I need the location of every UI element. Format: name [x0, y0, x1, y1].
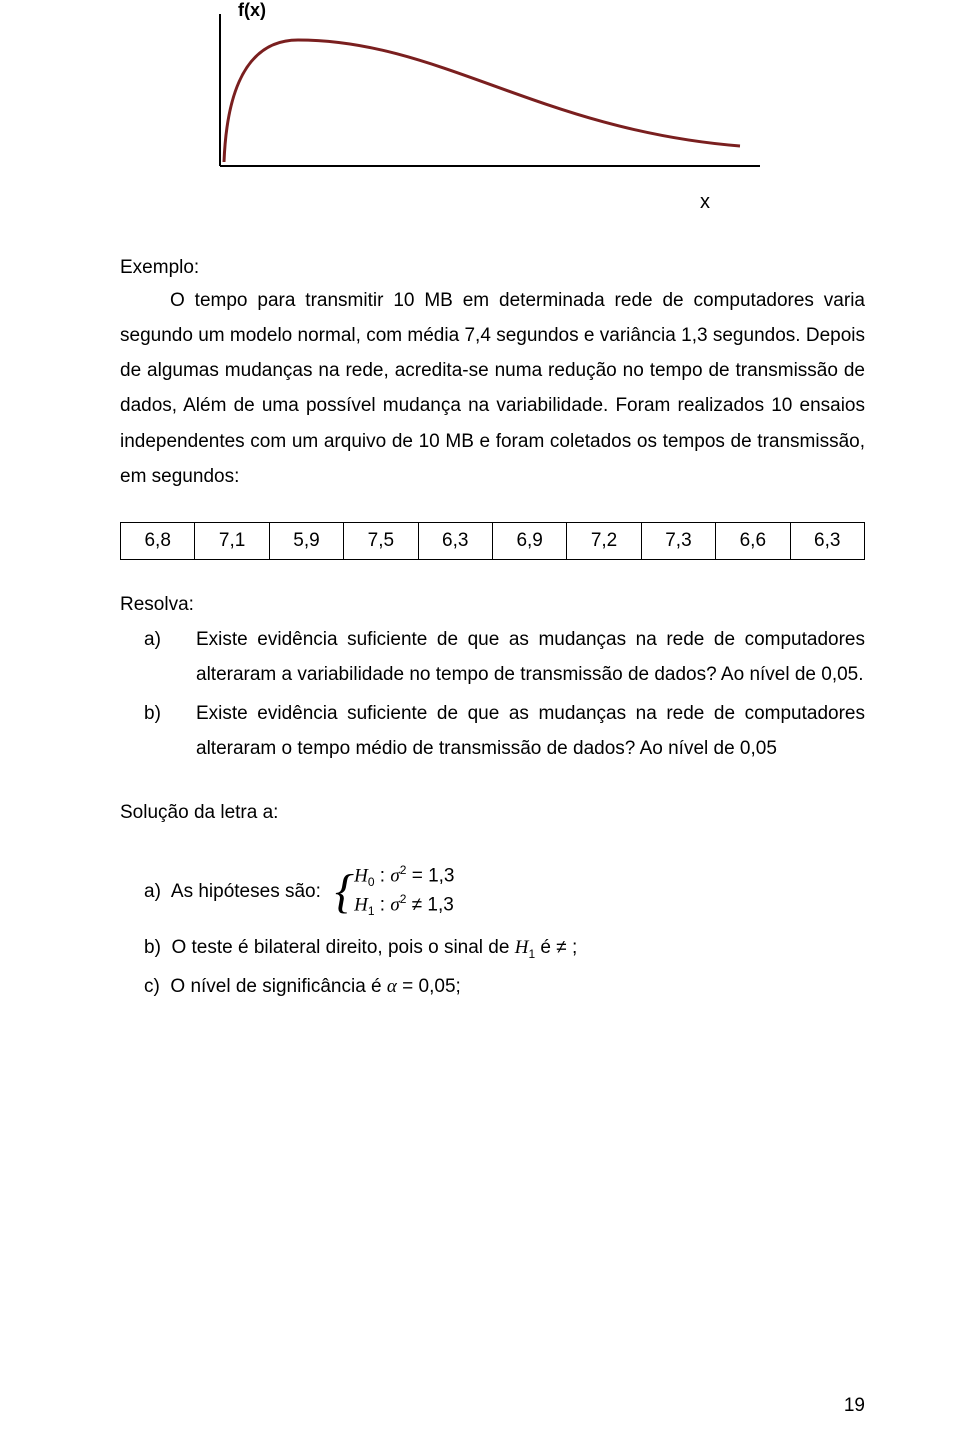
step-b-marker: b) [144, 937, 161, 958]
table-cell: 7,2 [567, 522, 641, 559]
brace-icon: { [335, 870, 354, 913]
step-b-H: H [515, 937, 529, 958]
svg-text:x: x [700, 191, 710, 213]
question-list: a)Existe evidência suficiente de que as … [120, 622, 865, 767]
h0-sigma: σ [390, 866, 399, 887]
h0-sub: 0 [368, 876, 375, 890]
table-cell: 6,8 [121, 522, 195, 559]
step-b: b) O teste é bilateral direito, pois o s… [120, 930, 865, 965]
h1-colon: : [375, 895, 391, 916]
h1-sub: 1 [368, 904, 375, 918]
page-number: 19 [844, 1395, 865, 1417]
step-a: a) As hipóteses são: { H0 : σ2 = 1,3 H1 … [120, 862, 865, 920]
h1-H: H [354, 895, 368, 916]
step-c-eq: = 0,05 [397, 976, 456, 997]
h0-colon: : [375, 866, 391, 887]
chart-svg: f(x) x [180, 0, 780, 228]
step-a-text: As hipóteses são: [171, 874, 321, 909]
table-row: 6,87,15,97,56,36,97,27,36,66,3 [121, 522, 865, 559]
step-b-text-pre: O teste é bilateral direito, pois o sina… [171, 937, 514, 958]
table-cell: 7,5 [344, 522, 418, 559]
step-c-text-pre: O nível de significância é [170, 976, 387, 997]
marker-a: a) [170, 622, 196, 657]
question-a-text: Existe evidência suficiente de que as mu… [196, 629, 865, 685]
marker-b: b) [170, 696, 196, 731]
example-label: Exemplo: [120, 257, 865, 279]
h1-neq: ≠ [406, 895, 427, 916]
table-cell: 6,3 [418, 522, 492, 559]
h1-val: 1,3 [427, 895, 453, 916]
question-b-text: Existe evidência suficiente de que as mu… [196, 703, 865, 759]
step-b-text-post: é ≠ ; [535, 937, 577, 958]
table-cell: 6,3 [790, 522, 864, 559]
h0-H: H [354, 866, 368, 887]
solution-label: Solução da letra a: [120, 802, 865, 824]
step-c-alpha: α [387, 976, 397, 997]
resolva-label: Resolva: [120, 594, 865, 616]
svg-text:f(x): f(x) [238, 0, 266, 20]
h1-sigma: σ [390, 895, 399, 916]
paragraph-1: O tempo para transmitir 10 MB em determi… [120, 283, 865, 494]
h0-val: 1,3 [428, 866, 454, 887]
hypothesis-h1: H1 : σ2 ≠ 1,3 [354, 891, 454, 920]
hypothesis-h0: H0 : σ2 = 1,3 [354, 862, 454, 891]
h0-eq: = [406, 866, 428, 887]
step-c-marker: c) [144, 976, 160, 997]
table-cell: 7,3 [641, 522, 715, 559]
table-cell: 7,1 [195, 522, 269, 559]
table-cell: 5,9 [269, 522, 343, 559]
question-a: a)Existe evidência suficiente de que as … [170, 622, 865, 692]
step-a-marker: a) [144, 874, 161, 909]
table-cell: 6,9 [492, 522, 566, 559]
step-c-semicolon: ; [456, 976, 461, 997]
density-chart: f(x) x [180, 0, 865, 233]
table-cell: 6,6 [716, 522, 790, 559]
data-table: 6,87,15,97,56,36,97,27,36,66,3 [120, 522, 865, 560]
question-b: b)Existe evidência suficiente de que as … [170, 696, 865, 766]
step-c: c) O nível de significância é α = 0,05; [120, 969, 865, 1004]
